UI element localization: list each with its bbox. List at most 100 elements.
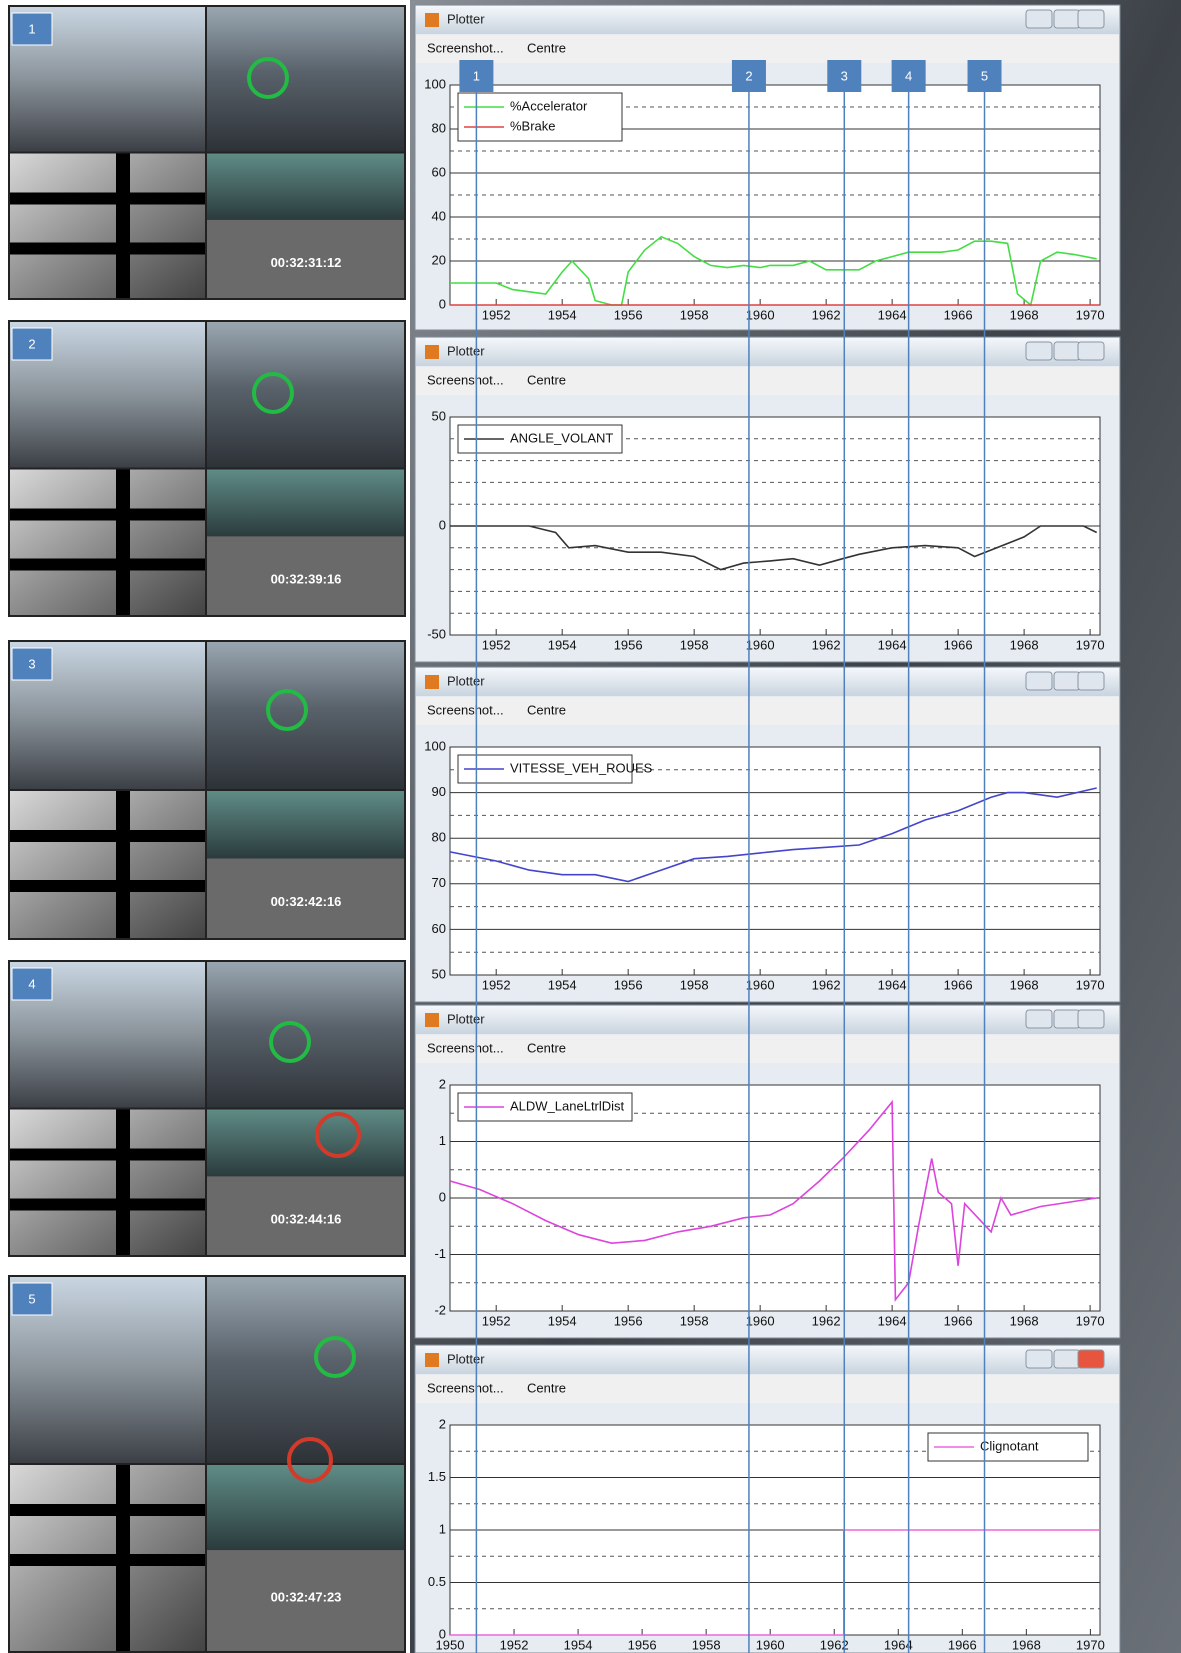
series-line [449, 1099, 1097, 1302]
x-tick-label: 1962 [820, 1637, 849, 1652]
maximize-button[interactable] [1053, 341, 1081, 361]
x-tick-label: 1962 [812, 1313, 841, 1328]
y-tick-label: 50 [432, 408, 446, 423]
menu-item[interactable]: Centre [527, 702, 566, 717]
x-tick-label: 1956 [614, 307, 643, 322]
y-tick-label: 1 [439, 1133, 446, 1148]
app-icon [425, 13, 439, 27]
rear-road-view [207, 1109, 404, 1177]
plot-area [449, 746, 1101, 976]
minimize-button[interactable] [1025, 1349, 1053, 1369]
privacy-bar-horizontal [10, 508, 205, 521]
marker-label: 4 [905, 68, 912, 83]
marker-label-box [967, 60, 1002, 92]
x-tick-label: 1960 [756, 1637, 785, 1652]
plotter-window: Plotter Screenshot... Centre 50 60 70 80 90 100 1… [414, 666, 1121, 1003]
x-tick-label: 1958 [680, 307, 709, 322]
menu-item[interactable]: Screenshot... [427, 40, 504, 55]
marker-label-box [827, 60, 862, 92]
title-bar [416, 668, 1119, 696]
title-bar [416, 338, 1119, 366]
x-tick-label: 1970 [1076, 977, 1105, 992]
window-title: Plotter [447, 673, 485, 688]
plotter-window: Plotter Screenshot... Centre 0 0.5 1 1.5 2 1950 1… [414, 1344, 1121, 1653]
tracked-vehicle [314, 1336, 356, 1378]
minimize-button[interactable] [1025, 341, 1053, 361]
marker-label: 1 [473, 68, 480, 83]
frame-label-box [11, 12, 53, 46]
privacy-bar-vertical [116, 469, 130, 615]
legend-label: Clignotant [980, 1438, 1039, 1453]
x-tick-label: 1958 [680, 977, 709, 992]
x-tick-label: 1952 [500, 1637, 529, 1652]
video-frame: 1 00:32:31:12 [8, 5, 406, 300]
privacy-bar-horizontal [10, 242, 205, 255]
x-tick-label: 1970 [1076, 307, 1105, 322]
window-title: Plotter [447, 343, 485, 358]
marker-label-box [459, 60, 494, 92]
video-frames: 1 00:32:31:12 2 00:32:39:16 3 00:32:42:16 4 00:… [8, 5, 406, 1653]
x-tick-label: 1968 [1010, 637, 1039, 652]
plotter-window: Plotter Screenshot... Centre 0 20 40 60 80 100 19… [414, 4, 1121, 331]
menu-item[interactable]: Screenshot... [427, 1040, 504, 1055]
y-tick-label: 0 [439, 1626, 446, 1641]
maximize-button[interactable] [1053, 1349, 1081, 1369]
legend-box [457, 754, 633, 784]
y-tick-label: 100 [424, 738, 446, 753]
x-tick-label: 1966 [948, 1637, 977, 1652]
privacy-bar-horizontal [10, 558, 205, 571]
frame-label-box [11, 327, 53, 361]
minimize-button[interactable] [1025, 1009, 1053, 1029]
y-tick-label: 60 [432, 164, 446, 179]
y-tick-label: 1 [439, 1521, 446, 1536]
marker-label-box [731, 60, 766, 92]
sync-markers: 1 2 3 4 5 [459, 60, 1002, 1653]
x-tick-label: 1970 [1076, 637, 1105, 652]
x-tick-label: 1958 [680, 1313, 709, 1328]
maximize-button[interactable] [1053, 671, 1081, 691]
plotter-window: Plotter Screenshot... Centre -2 -1 0 1 2 1952 195… [414, 1004, 1121, 1339]
maximize-button[interactable] [1053, 9, 1081, 29]
maximize-button[interactable] [1053, 1009, 1081, 1029]
tracked-vehicle [269, 1021, 311, 1063]
menu-bar [416, 1035, 1119, 1063]
tracked-vehicle [315, 1112, 361, 1158]
legend-label: VITESSE_VEH_ROUES [510, 760, 653, 775]
y-tick-label: 90 [432, 784, 446, 799]
x-tick-label: 1970 [1076, 1313, 1105, 1328]
legend-label: %Brake [510, 118, 556, 133]
menu-item[interactable]: Screenshot... [427, 1380, 504, 1395]
menu-item[interactable]: Centre [527, 40, 566, 55]
title-bar [416, 6, 1119, 34]
close-button[interactable] [1077, 9, 1105, 29]
y-tick-label: 0.5 [428, 1574, 446, 1589]
close-button[interactable] [1077, 1009, 1105, 1029]
minimize-button[interactable] [1025, 9, 1053, 29]
y-tick-label: 60 [432, 921, 446, 936]
privacy-bar-vertical [116, 791, 130, 938]
video-frame: 3 00:32:42:16 [8, 640, 406, 940]
y-tick-label: 0 [439, 517, 446, 532]
menu-bar [416, 35, 1119, 63]
close-button[interactable] [1077, 671, 1105, 691]
close-button[interactable] [1077, 341, 1105, 361]
minimize-button[interactable] [1025, 671, 1053, 691]
menu-item[interactable]: Centre [527, 1040, 566, 1055]
close-button[interactable] [1077, 1349, 1105, 1369]
y-tick-label: -50 [427, 626, 446, 641]
privacy-bar-horizontal [10, 1198, 205, 1211]
app-icon [425, 675, 439, 689]
menu-item[interactable]: Centre [527, 372, 566, 387]
menu-item[interactable]: Centre [527, 1380, 566, 1395]
video-frame: 2 00:32:39:16 [8, 320, 406, 617]
x-tick-label: 1960 [746, 637, 775, 652]
menu-item[interactable]: Screenshot... [427, 372, 504, 387]
x-tick-label: 1966 [944, 307, 973, 322]
x-tick-label: 1952 [482, 1313, 511, 1328]
rear-road-view [207, 1465, 404, 1551]
menu-item[interactable]: Screenshot... [427, 702, 504, 717]
timestamp: 00:32:42:16 [271, 894, 342, 909]
frame-label: 3 [28, 656, 35, 671]
x-tick-label: 1952 [482, 307, 511, 322]
x-tick-label: 1964 [878, 977, 907, 992]
